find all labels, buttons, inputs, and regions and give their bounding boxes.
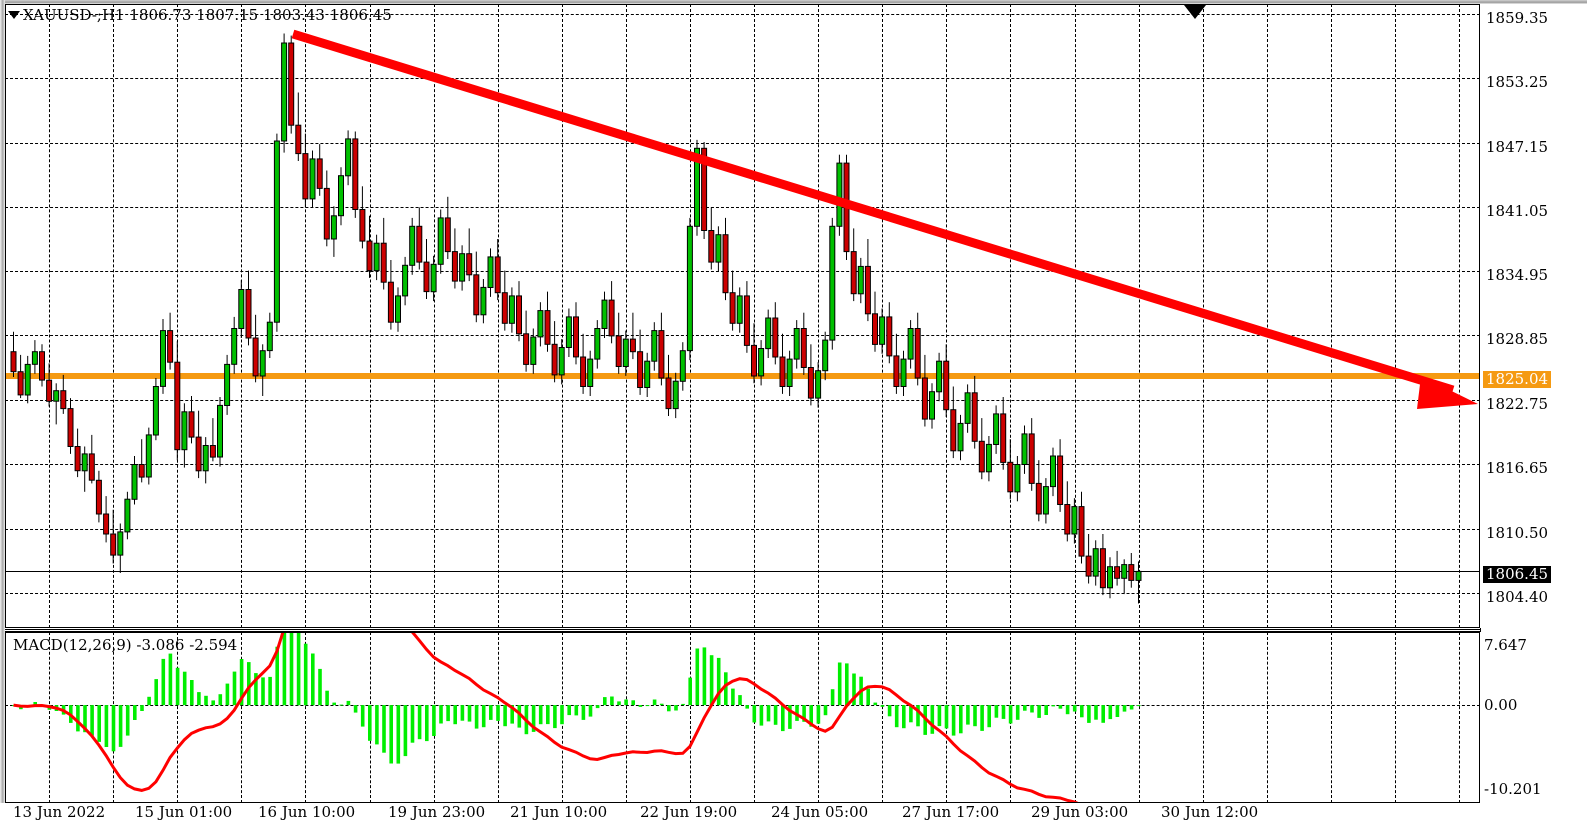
window-top-border	[0, 0, 1587, 4]
price-axis-tick	[1472, 528, 1480, 531]
macd-axis[interactable]: 7.647 0.00 -10.201	[1480, 632, 1587, 803]
price-gridline-vertical	[1459, 4, 1460, 628]
price-gridline	[5, 14, 1480, 15]
macd-gridline-vertical	[1395, 632, 1396, 803]
price-axis-tick	[1472, 463, 1480, 466]
macd-axis-label: 7.647	[1484, 636, 1527, 654]
price-gridline	[5, 593, 1480, 594]
price-axis-label: 1822.75	[1486, 394, 1549, 413]
price-level-badge[interactable]: 1825.04	[1483, 370, 1552, 388]
chevron-down-icon[interactable]	[8, 11, 20, 19]
time-axis-label: 21 Jun 10:00	[510, 803, 608, 821]
time-axis-label: 29 Jun 03:00	[1031, 803, 1129, 821]
macd-gridline-vertical	[1203, 632, 1204, 803]
price-axis-label: 1841.05	[1486, 201, 1549, 220]
current-price-badge[interactable]: 1806.45	[1483, 566, 1552, 584]
price-axis-tick	[1472, 206, 1480, 209]
price-gridline-vertical	[49, 4, 50, 628]
price-axis-label: 1828.85	[1486, 330, 1549, 349]
macd-indicator-pane[interactable]: MACD(12,26,9) -3.086 -2.594	[5, 632, 1480, 803]
price-axis-label: 1804.40	[1486, 588, 1549, 606]
price-pane-border	[5, 4, 1480, 628]
macd-indicator-label: MACD(12,26,9) -3.086 -2.594	[13, 636, 238, 654]
price-axis-tick	[1472, 14, 1480, 16]
macd-gridline-vertical	[1459, 632, 1460, 803]
time-axis-label: 13 Jun 2022	[13, 803, 106, 821]
price-axis[interactable]: 1859.35 1853.25 1847.15 1841.05 1834.95 1828.…	[1480, 4, 1587, 628]
pane-divider-top	[5, 629, 1480, 630]
price-axis-label: 1859.35	[1486, 9, 1549, 27]
price-axis-tick	[1472, 399, 1480, 402]
price-axis-label: 1810.50	[1486, 523, 1549, 542]
macd-pane-border	[5, 632, 1480, 803]
time-axis-line	[5, 802, 1480, 803]
window-bottom-strip	[0, 803, 1587, 825]
time-axis-label: 30 Jun 12:00	[1161, 803, 1259, 821]
price-axis-tick	[1472, 593, 1480, 595]
time-axis[interactable]: 13 Jun 2022 15 Jun 01:00 16 Jun 10:00 19 Ju…	[5, 803, 1480, 825]
price-axis-label: 1816.65	[1486, 458, 1549, 477]
current-price-line	[5, 571, 1480, 572]
time-axis-label: 27 Jun 17:00	[902, 803, 1000, 821]
macd-gridline-vertical	[1331, 632, 1332, 803]
price-axis-tick	[1472, 142, 1480, 145]
time-axis-label: 22 Jun 19:00	[640, 803, 738, 821]
price-axis-tick	[1472, 335, 1480, 337]
price-axis-tick	[1472, 271, 1480, 273]
price-gridline	[5, 529, 1480, 530]
time-axis-label: 19 Jun 23:00	[388, 803, 486, 821]
macd-gridline-vertical	[1139, 632, 1140, 803]
price-gridline	[5, 464, 1480, 465]
price-gridline	[5, 400, 1480, 401]
window-left-border	[0, 0, 5, 803]
price-axis-label: 1853.25	[1486, 73, 1549, 92]
price-gridline-vertical	[113, 4, 114, 628]
macd-gridline-vertical	[1267, 632, 1268, 803]
pane-divider-bottom	[5, 631, 1480, 632]
macd-axis-label: 0.00	[1484, 696, 1518, 714]
price-gridline-vertical	[177, 4, 178, 628]
triangle-down-marker-icon[interactable]	[1184, 5, 1206, 19]
time-axis-label: 16 Jun 10:00	[258, 803, 356, 821]
price-axis-label: 1847.15	[1486, 137, 1549, 156]
symbol-ohlc-label: XAUUSD-;H1 1806.73 1807.15 1803.43 1806.…	[23, 6, 392, 24]
time-axis-label: 15 Jun 01:00	[135, 803, 233, 821]
macd-axis-label: -10.201	[1484, 780, 1542, 798]
price-axis-tick	[1472, 78, 1480, 80]
macd-axis-tick	[1472, 705, 1480, 707]
price-axis-label: 1834.95	[1486, 266, 1549, 285]
time-axis-label: 24 Jun 05:00	[771, 803, 869, 821]
